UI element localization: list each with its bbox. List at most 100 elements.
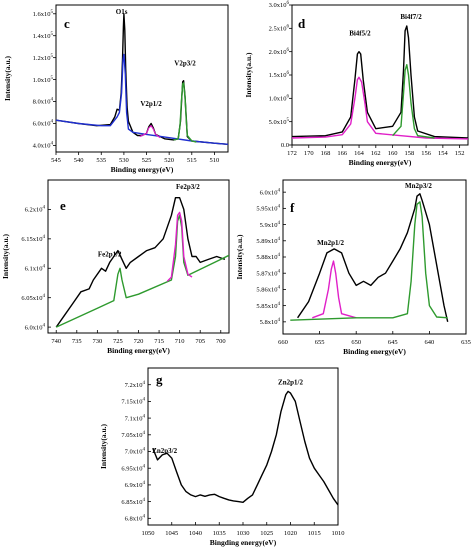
series-line-2: [166, 211, 193, 282]
panel-letter: e: [60, 198, 66, 213]
x-tick-label: 660: [278, 339, 288, 346]
peak-annotation: O1s: [116, 8, 128, 16]
peak-annotation: Zn2p1/2: [278, 379, 303, 387]
y-tick-label: 6.8x104: [125, 515, 146, 523]
y-tick-label: 5.8x104: [260, 318, 281, 326]
y-axis-label: Intensity(a.u.): [3, 56, 12, 102]
y-tick-label: 2.5x106: [269, 25, 290, 33]
y-tick-label: 6.85x104: [121, 498, 145, 506]
series-line-0: [152, 390, 338, 506]
x-tick-label: 168: [321, 150, 331, 157]
x-tick-label: 715: [154, 338, 164, 345]
y-tick-label: 5.0x105: [269, 118, 290, 126]
x-tick-label: 650: [351, 339, 361, 346]
y-tick-label: 1.6x105: [33, 10, 54, 18]
y-tick-label: 6.0x104: [25, 323, 46, 331]
series-line-1: [292, 76, 468, 140]
series-line-0: [292, 25, 468, 139]
peak-annotation: V2p1/2: [140, 100, 162, 108]
peak-annotation: Bi4f5/2: [349, 29, 371, 37]
x-tick-label: 156: [421, 150, 432, 157]
y-tick-label: 4.0x104: [33, 142, 54, 150]
x-tick-label: 510: [210, 157, 220, 164]
x-axis-label: Binding energy(eV): [349, 158, 412, 167]
panel-letter: c: [64, 16, 70, 31]
x-axis-label: Binding energy(eV): [107, 346, 170, 355]
peak-annotation: Zn2p3/2: [152, 447, 177, 455]
peak-annotation: Mn2p3/2: [405, 182, 432, 190]
peak-annotation: V2p3/2: [174, 59, 196, 67]
panel-c-chart: 545 540 535 530 525 520 515 510 4.0x104 6.0x104 8.…: [3, 4, 229, 174]
series-line-0: [56, 13, 228, 145]
x-tick-label: 640: [425, 339, 435, 346]
x-tick-label: 730: [92, 338, 102, 345]
x-tick-label: 725: [113, 338, 123, 345]
series-line-1: [56, 53, 228, 145]
y-tick-label: 6.0x104: [260, 188, 281, 196]
plot-frame: [55, 4, 229, 153]
panel-letter: f: [290, 200, 295, 215]
x-axis-label: Binding energy(eV): [111, 165, 174, 174]
y-tick-label: 6.0x104: [33, 120, 54, 128]
panel-e-chart: 740 735 730 725 720 715 710 705 700 6.0x104 6.05x1…: [1, 179, 230, 355]
x-tick-label: 170: [304, 150, 314, 157]
x-tick-label: 1040: [189, 530, 202, 537]
plot-frame: [291, 4, 469, 146]
x-tick-label: 535: [96, 157, 106, 164]
peak-annotation: Fe2p1/2: [98, 251, 122, 259]
series-line-0: [297, 193, 449, 322]
series-line-1: [55, 214, 229, 328]
x-tick-label: 1015: [308, 530, 321, 537]
series-line-2: [290, 201, 448, 321]
y-tick-label: 1.0x105: [33, 76, 54, 84]
panel-f-chart: 660 655 650 645 640 635 5.8x104 5.85x104 5.86x10…: [235, 179, 471, 356]
x-tick-label: 735: [72, 338, 82, 345]
y-tick-label: 6.95x104: [121, 464, 145, 472]
series-line-2: [139, 125, 161, 139]
y-tick-label: 0.0: [281, 142, 289, 149]
series-line-2: [392, 64, 435, 139]
y-tick-label: 1.4x105: [33, 32, 54, 40]
x-tick-label: 152: [455, 150, 465, 157]
x-tick-label: 645: [388, 339, 398, 346]
y-axis-label: Intensity(a.u.): [99, 424, 108, 470]
x-tick-label: 154: [438, 150, 449, 157]
x-tick-label: 158: [404, 150, 414, 157]
x-tick-label: 540: [74, 157, 84, 164]
panel-letter: d: [298, 16, 306, 31]
y-tick-label: 5.95x104: [256, 205, 280, 213]
panel-letter: g: [156, 372, 163, 387]
plot-frame: [282, 179, 467, 335]
y-tick-label: 7.15x104: [121, 398, 145, 406]
x-tick-label: 172: [287, 150, 297, 157]
x-tick-label: 740: [51, 338, 61, 345]
y-tick-label: 5.85x104: [256, 302, 280, 310]
y-tick-label: 6.2x104: [25, 206, 46, 214]
x-tick-label: 166: [337, 150, 348, 157]
x-tick-label: 700: [216, 338, 226, 345]
y-tick-label: 6.9x104: [125, 481, 146, 489]
x-tick-label: 515: [187, 157, 197, 164]
y-tick-label: 1.2x105: [33, 54, 54, 62]
y-tick-label: 7.1x104: [125, 414, 146, 422]
x-tick-label: 720: [134, 338, 144, 345]
x-tick-label: 530: [119, 157, 129, 164]
x-tick-label: 545: [51, 157, 61, 164]
y-tick-label: 5.88x104: [256, 253, 280, 261]
series-line-1: [312, 260, 357, 319]
x-tick-label: 162: [371, 150, 381, 157]
y-tick-label: 5.9x104: [260, 221, 281, 229]
y-tick-label: 6.15x104: [21, 235, 45, 243]
series-line-0: [55, 197, 226, 328]
x-tick-label: 710: [175, 338, 185, 345]
peak-annotation: Bi4f7/2: [400, 13, 422, 21]
panel-g-chart: 1050 1045 1040 1035 1030 1025 1020 1015 1010 6.8x…: [99, 367, 345, 547]
x-tick-label: 1035: [213, 530, 226, 537]
y-tick-label: 7.05x104: [121, 431, 145, 439]
y-tick-label: 8.0x104: [33, 98, 54, 106]
y-axis-label: Intensity(a.u.): [235, 234, 244, 280]
x-tick-label: 705: [195, 338, 205, 345]
y-tick-label: 7.0x104: [125, 448, 146, 456]
x-tick-label: 635: [461, 339, 471, 346]
